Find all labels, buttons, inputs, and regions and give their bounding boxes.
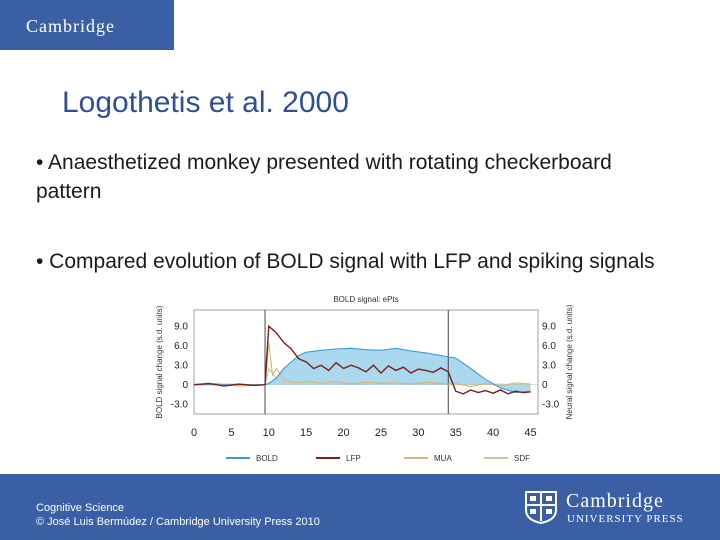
x-tick: 30 xyxy=(412,427,424,439)
chart-title: BOLD signal: ePts xyxy=(333,295,398,304)
cambridge-logo-box: Cambridge xyxy=(0,0,174,50)
slide-title: Logothetis et al. 2000 xyxy=(62,86,349,119)
y-tick-right: 6.0 xyxy=(542,341,556,352)
x-tick: 10 xyxy=(263,427,275,439)
series-line-lfp xyxy=(193,324,531,395)
legend-label: SDF xyxy=(514,454,530,463)
x-tick: 5 xyxy=(228,427,234,439)
legend-label: MUA xyxy=(434,454,452,463)
y-tick-left: 3.0 xyxy=(174,360,188,371)
footer-credit: Cognitive Science © José Luis Bermúdez /… xyxy=(36,501,320,529)
x-tick: 20 xyxy=(337,427,349,439)
y-axis-label-left: BOLD signal change (s.d. units) xyxy=(155,305,164,418)
x-tick: 0 xyxy=(191,427,197,439)
legend-label: BOLD xyxy=(256,454,278,463)
chart-svg: BOLD signal: ePts BOLD signal change (s.d… xyxy=(155,295,574,463)
y-tick-left: -3.0 xyxy=(171,399,189,410)
y-tick-left: 0 xyxy=(182,380,188,391)
x-tick: 45 xyxy=(524,427,536,439)
cambridge-crest-icon xyxy=(525,491,557,524)
bullet-1: • Anaesthetized monkey presented with ro… xyxy=(36,151,612,203)
x-tick: 15 xyxy=(300,427,312,439)
x-tick: 35 xyxy=(450,427,462,439)
footer-course: Cognitive Science xyxy=(36,502,125,514)
y-tick-right: 0 xyxy=(542,380,548,391)
publisher-name: Cambridge xyxy=(566,490,664,512)
publisher-logo: Cambridge UNIVERSITY PRESS xyxy=(524,486,704,530)
x-tick: 40 xyxy=(487,427,499,439)
y-tick-right: -3.0 xyxy=(542,399,560,410)
y-tick-left: 9.0 xyxy=(174,321,188,332)
cambridge-logo-text: Cambridge xyxy=(26,16,115,36)
bullet-2: • Compared evolution of BOLD signal with… xyxy=(36,250,655,273)
x-tick: 25 xyxy=(375,427,387,439)
footer: Cognitive Science © José Luis Bermúdez /… xyxy=(0,474,720,540)
y-axis-label-right: Neural signal change (s.d. units) xyxy=(565,304,574,419)
series-line-mua xyxy=(193,342,531,388)
footer-copyright: © José Luis Bermúdez / Cambridge Univers… xyxy=(36,516,320,528)
publisher-subtitle: UNIVERSITY PRESS xyxy=(567,513,684,525)
y-tick-right: 9.0 xyxy=(542,321,556,332)
series-line-bold xyxy=(194,347,531,394)
y-tick-right: 3.0 xyxy=(542,360,556,371)
legend-label: LFP xyxy=(346,454,361,463)
plot-frame xyxy=(193,309,539,415)
y-tick-left: 6.0 xyxy=(174,341,188,352)
bold-lfp-chart: BOLD signal: ePts BOLD signal change (s.d… xyxy=(152,288,582,464)
